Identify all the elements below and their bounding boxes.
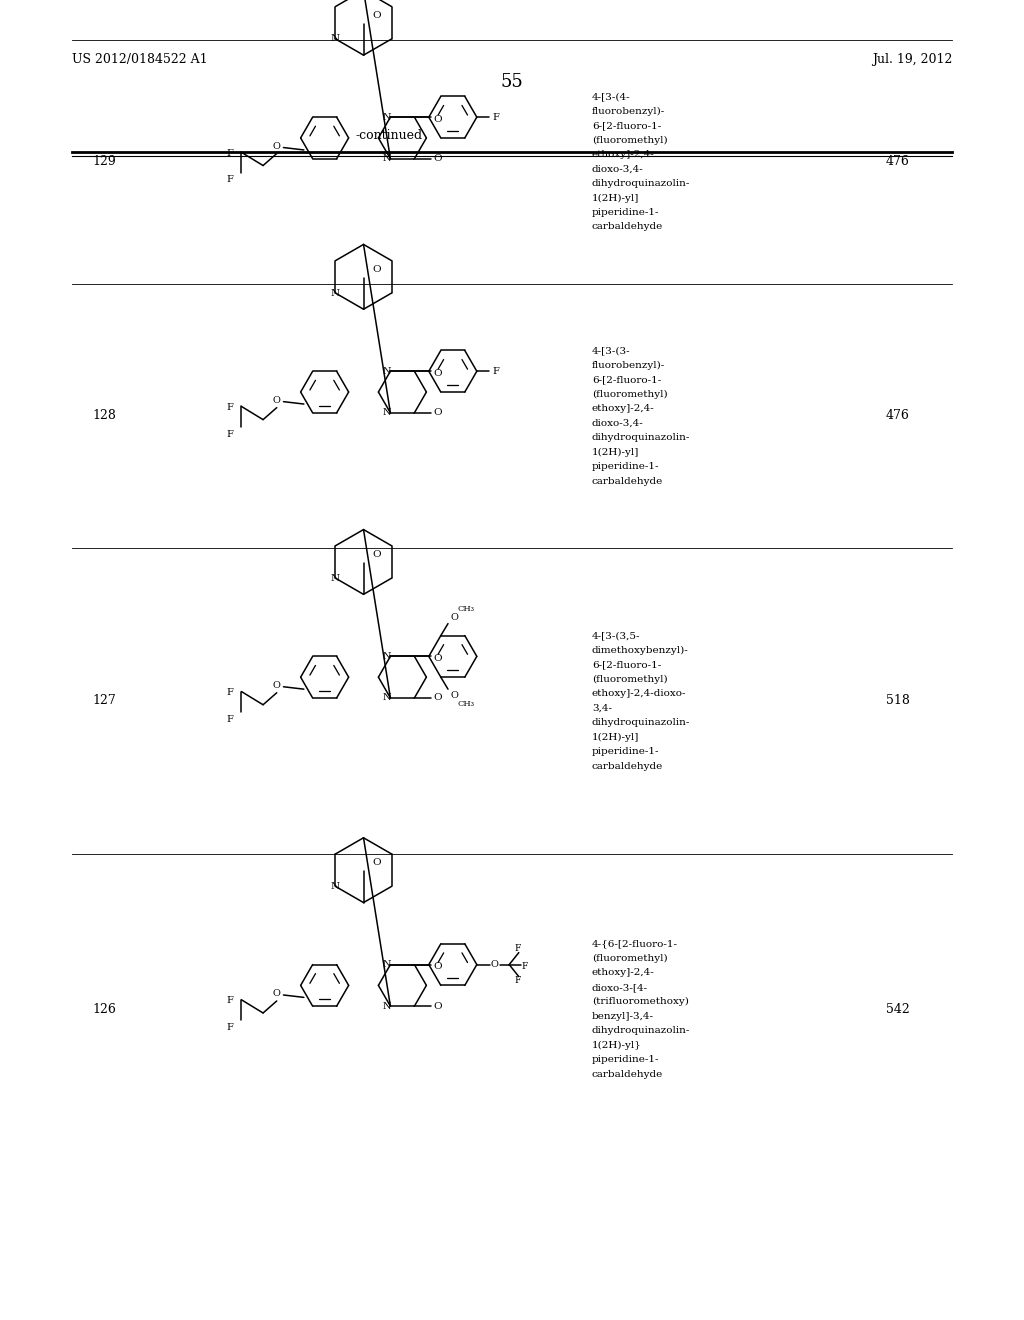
Text: N: N bbox=[383, 652, 391, 661]
Text: 476: 476 bbox=[886, 409, 909, 422]
Text: carbaldehyde: carbaldehyde bbox=[592, 762, 664, 771]
Text: ethoxy]-2,4-: ethoxy]-2,4- bbox=[592, 969, 654, 977]
Text: O: O bbox=[373, 858, 381, 867]
Text: O: O bbox=[272, 681, 281, 690]
Text: O: O bbox=[433, 154, 441, 164]
Text: O: O bbox=[433, 693, 441, 702]
Text: N: N bbox=[331, 34, 340, 44]
Text: F: F bbox=[226, 403, 232, 412]
Text: N: N bbox=[331, 574, 340, 582]
Text: 476: 476 bbox=[886, 156, 909, 168]
Text: ethoxy]-2,4-: ethoxy]-2,4- bbox=[592, 150, 654, 158]
Text: 126: 126 bbox=[92, 1003, 116, 1015]
Text: (fluoromethyl): (fluoromethyl) bbox=[592, 675, 668, 684]
Text: benzyl]-3,4-: benzyl]-3,4- bbox=[592, 1012, 654, 1020]
Text: dioxo-3,4-: dioxo-3,4- bbox=[592, 418, 644, 428]
Text: N: N bbox=[383, 154, 391, 164]
Text: (fluoromethyl): (fluoromethyl) bbox=[592, 136, 668, 144]
Text: O: O bbox=[433, 962, 441, 972]
Text: (fluoromethyl): (fluoromethyl) bbox=[592, 389, 668, 399]
Text: O: O bbox=[433, 1002, 441, 1011]
Text: 127: 127 bbox=[92, 694, 116, 708]
Text: O: O bbox=[451, 690, 458, 700]
Text: O: O bbox=[490, 960, 499, 969]
Text: O: O bbox=[272, 396, 281, 405]
Text: 518: 518 bbox=[886, 694, 909, 708]
Text: N: N bbox=[331, 882, 340, 891]
Text: F: F bbox=[226, 149, 232, 158]
Text: N: N bbox=[383, 1002, 391, 1011]
Text: 128: 128 bbox=[92, 409, 116, 422]
Text: dihydroquinazolin-: dihydroquinazolin- bbox=[592, 718, 690, 727]
Text: dimethoxybenzyl)-: dimethoxybenzyl)- bbox=[592, 645, 688, 655]
Text: fluorobenzyl)-: fluorobenzyl)- bbox=[592, 360, 666, 370]
Text: fluorobenzyl)-: fluorobenzyl)- bbox=[592, 107, 666, 116]
Text: Jul. 19, 2012: Jul. 19, 2012 bbox=[872, 53, 952, 66]
Text: (fluoromethyl): (fluoromethyl) bbox=[592, 954, 668, 964]
Text: piperidine-1-: piperidine-1- bbox=[592, 1056, 659, 1064]
Text: CH₃: CH₃ bbox=[458, 605, 474, 614]
Text: 6-[2-fluoro-1-: 6-[2-fluoro-1- bbox=[592, 375, 662, 384]
Text: N: N bbox=[383, 112, 391, 121]
Text: F: F bbox=[514, 975, 521, 985]
Text: F: F bbox=[493, 367, 500, 376]
Text: piperidine-1-: piperidine-1- bbox=[592, 462, 659, 471]
Text: ethoxy]-2,4-dioxo-: ethoxy]-2,4-dioxo- bbox=[592, 689, 686, 698]
Text: -continued: -continued bbox=[355, 129, 423, 143]
Text: CH₃: CH₃ bbox=[458, 700, 474, 708]
Text: ethoxy]-2,4-: ethoxy]-2,4- bbox=[592, 404, 654, 413]
Text: O: O bbox=[433, 655, 441, 663]
Text: N: N bbox=[383, 693, 391, 702]
Text: 6-[2-fluoro-1-: 6-[2-fluoro-1- bbox=[592, 121, 662, 129]
Text: 1(2H)-yl}: 1(2H)-yl} bbox=[592, 1041, 642, 1049]
Text: F: F bbox=[514, 945, 521, 953]
Text: dioxo-3,4-: dioxo-3,4- bbox=[592, 165, 644, 173]
Text: carbaldehyde: carbaldehyde bbox=[592, 477, 664, 486]
Text: 4-[3-(3,5-: 4-[3-(3,5- bbox=[592, 631, 640, 640]
Text: O: O bbox=[433, 115, 441, 124]
Text: F: F bbox=[493, 112, 500, 121]
Text: piperidine-1-: piperidine-1- bbox=[592, 747, 659, 756]
Text: piperidine-1-: piperidine-1- bbox=[592, 209, 659, 216]
Text: dioxo-3-[4-: dioxo-3-[4- bbox=[592, 983, 648, 991]
Text: dihydroquinazolin-: dihydroquinazolin- bbox=[592, 433, 690, 442]
Text: F: F bbox=[226, 688, 232, 697]
Text: (trifluoromethoxy): (trifluoromethoxy) bbox=[592, 998, 689, 1006]
Text: 1(2H)-yl]: 1(2H)-yl] bbox=[592, 447, 639, 457]
Text: O: O bbox=[373, 11, 381, 20]
Text: N: N bbox=[331, 289, 340, 297]
Text: F: F bbox=[521, 962, 528, 972]
Text: 129: 129 bbox=[92, 156, 116, 168]
Text: 1(2H)-yl]: 1(2H)-yl] bbox=[592, 194, 639, 202]
Text: F: F bbox=[226, 176, 232, 185]
Text: F: F bbox=[226, 1023, 232, 1032]
Text: carbaldehyde: carbaldehyde bbox=[592, 1071, 664, 1078]
Text: F: F bbox=[226, 714, 232, 723]
Text: O: O bbox=[433, 408, 441, 417]
Text: F: F bbox=[226, 997, 232, 1006]
Text: N: N bbox=[383, 408, 391, 417]
Text: 3,4-: 3,4- bbox=[592, 704, 612, 713]
Text: 542: 542 bbox=[886, 1003, 909, 1015]
Text: N: N bbox=[383, 960, 391, 969]
Text: dihydroquinazolin-: dihydroquinazolin- bbox=[592, 180, 690, 187]
Text: 4-[3-(4-: 4-[3-(4- bbox=[592, 92, 631, 100]
Text: O: O bbox=[451, 612, 458, 622]
Text: dihydroquinazolin-: dihydroquinazolin- bbox=[592, 1027, 690, 1035]
Text: O: O bbox=[433, 370, 441, 378]
Text: US 2012/0184522 A1: US 2012/0184522 A1 bbox=[72, 53, 207, 66]
Text: O: O bbox=[373, 550, 381, 560]
Text: 4-[3-(3-: 4-[3-(3- bbox=[592, 346, 631, 355]
Text: O: O bbox=[373, 265, 381, 275]
Text: N: N bbox=[383, 367, 391, 376]
Text: O: O bbox=[272, 141, 281, 150]
Text: 6-[2-fluoro-1-: 6-[2-fluoro-1- bbox=[592, 660, 662, 669]
Text: carbaldehyde: carbaldehyde bbox=[592, 223, 664, 231]
Text: 1(2H)-yl]: 1(2H)-yl] bbox=[592, 733, 639, 742]
Text: 55: 55 bbox=[501, 73, 523, 91]
Text: O: O bbox=[272, 989, 281, 998]
Text: F: F bbox=[226, 429, 232, 438]
Text: 4-{6-[2-fluoro-1-: 4-{6-[2-fluoro-1- bbox=[592, 940, 678, 948]
